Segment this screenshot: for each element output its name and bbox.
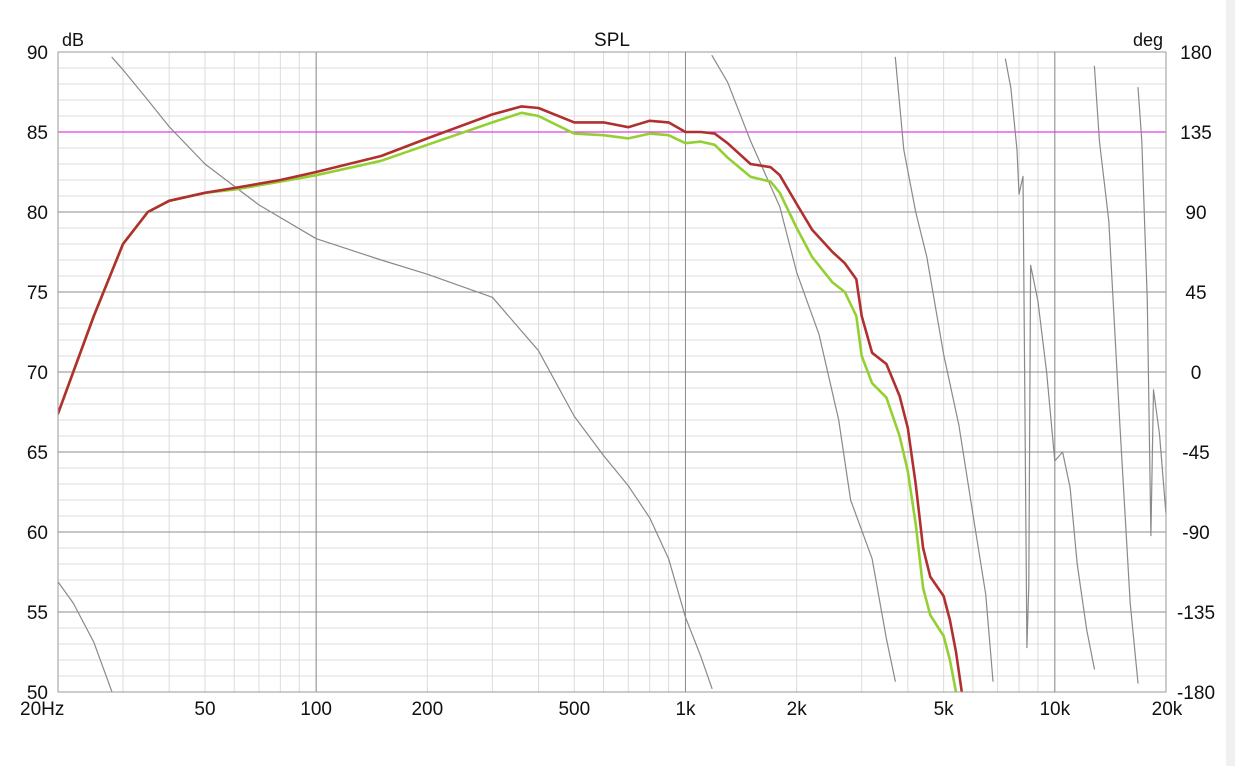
window-edge — [1226, 0, 1235, 766]
series-layer — [58, 55, 1166, 692]
y2-axis-unit-label: deg — [1133, 30, 1163, 50]
y-tick-label: 90 — [27, 43, 48, 64]
y2-tick-label: 0 — [1191, 363, 1202, 384]
y-tick-label: 70 — [27, 363, 48, 384]
phase-curve-segment — [894, 56, 994, 682]
y-tick-label: 60 — [27, 523, 48, 544]
x-tick-label: 1k — [675, 699, 696, 720]
x-tick-label: 10k — [1039, 699, 1070, 720]
x-tick-label: 50 — [194, 699, 215, 720]
tick-labels: 90 85 80 75 70 65 60 55 50 180 135 90 45 0 -45 -90 -135 -… — [20, 43, 1215, 720]
y-axis-unit-label: dB — [62, 30, 84, 50]
phase-curve-segment — [1137, 87, 1166, 537]
spl-curve-green — [58, 111, 958, 692]
x-tick-label: 20Hz — [20, 699, 64, 720]
x-tick-label: 500 — [558, 699, 590, 720]
y2-tick-label: 180 — [1180, 43, 1212, 64]
y-tick-label: 50 — [27, 683, 48, 704]
x-tick-label: 20k — [1152, 699, 1183, 720]
y2-tick-label: -45 — [1182, 443, 1209, 464]
chart-title: SPL — [594, 30, 630, 51]
y2-tick-label: -90 — [1182, 523, 1209, 544]
phase-curve-segment — [1004, 58, 1095, 670]
phase-curve-segment — [58, 581, 113, 692]
x-tick-label: 200 — [411, 699, 443, 720]
y-tick-label: 80 — [27, 203, 48, 224]
x-tick-label: 100 — [300, 699, 332, 720]
phase-curve-segment — [711, 55, 896, 682]
spl-curve-red — [58, 105, 964, 692]
y-tick-label: 75 — [27, 283, 48, 304]
phase-curve-segment — [1093, 65, 1139, 684]
y2-tick-label: -135 — [1177, 603, 1215, 624]
y2-tick-label: 90 — [1185, 203, 1206, 224]
y-tick-label: 55 — [27, 603, 48, 624]
plot-frame — [57, 51, 1167, 693]
y2-tick-label: -180 — [1177, 683, 1215, 704]
y2-tick-label: 135 — [1180, 123, 1212, 144]
x-tick-label: 5k — [934, 699, 955, 720]
phase-curve-segment — [111, 56, 713, 689]
y-tick-label: 65 — [27, 443, 48, 464]
y-tick-label: 85 — [27, 123, 48, 144]
y2-tick-label: 45 — [1185, 283, 1206, 304]
x-tick-label: 2k — [787, 699, 808, 720]
